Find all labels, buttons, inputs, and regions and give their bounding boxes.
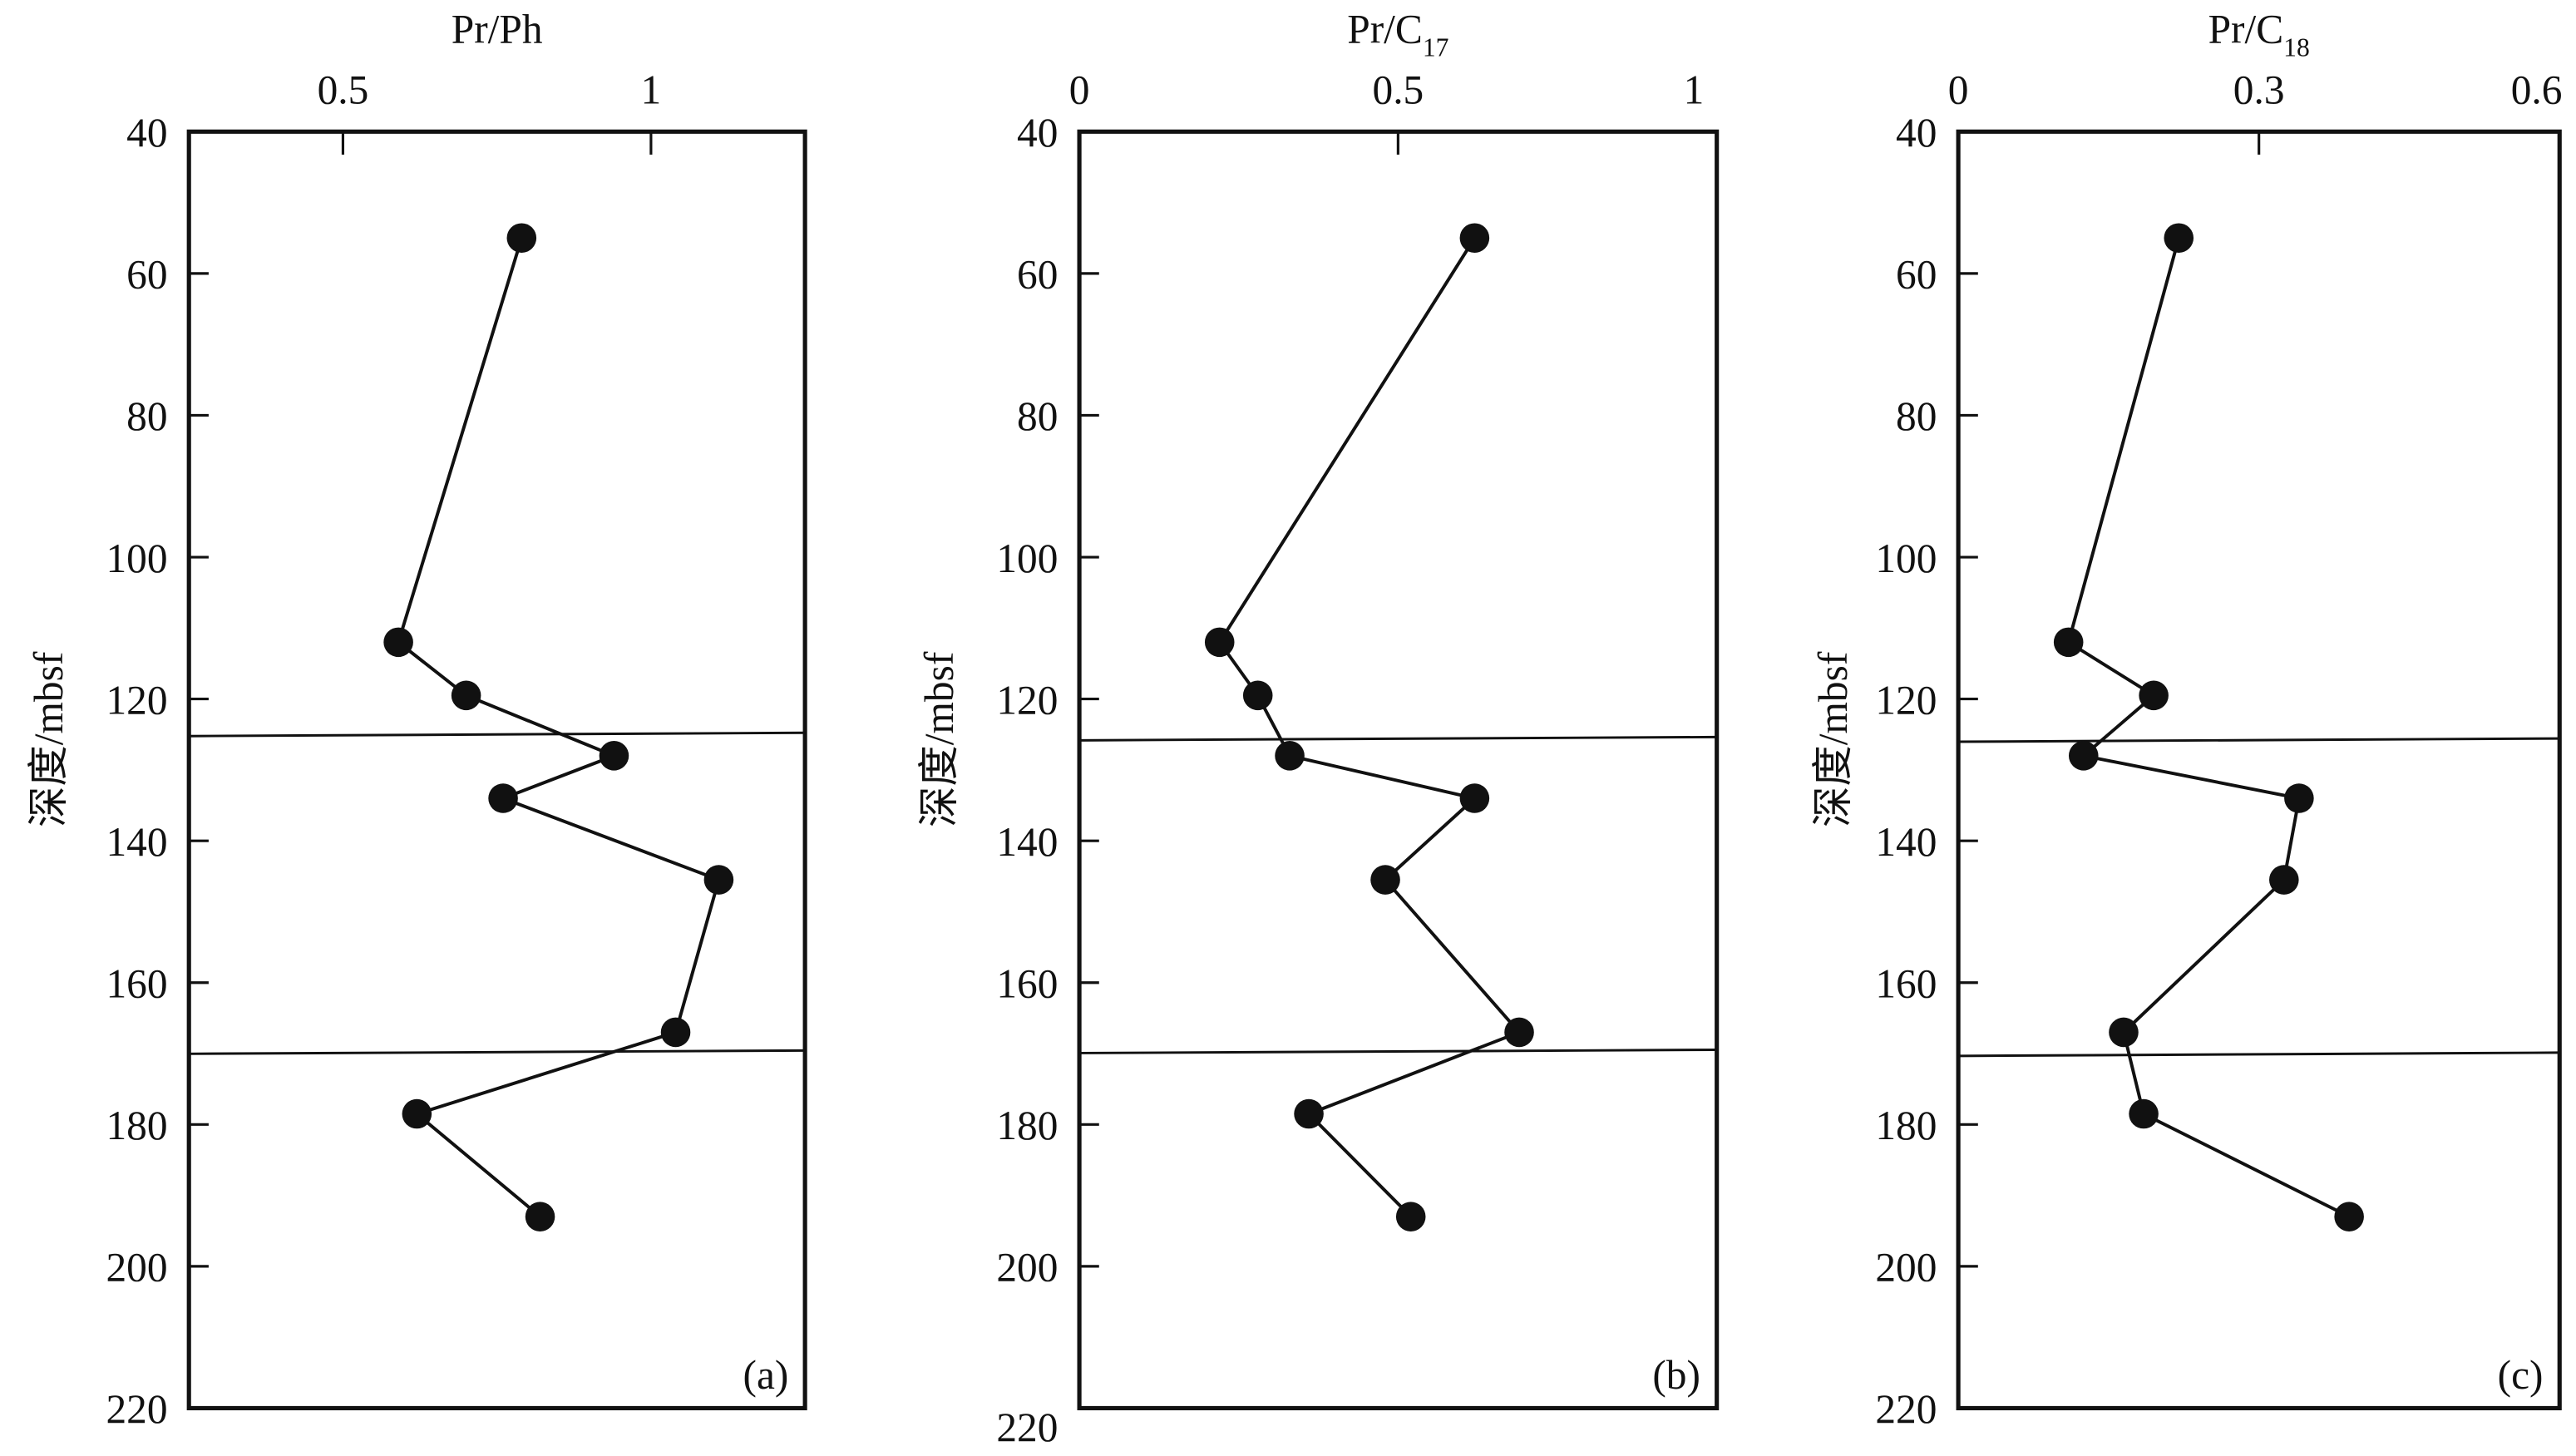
y-tick-label: 120 xyxy=(1875,677,1937,723)
x-tick-label: 1 xyxy=(641,67,662,113)
boundary-line xyxy=(189,731,806,738)
y-tick-label: 200 xyxy=(106,1245,167,1291)
x-tick-label: 0.3 xyxy=(2233,67,2285,113)
y-tick-label: 160 xyxy=(1875,961,1937,1007)
x-axis-title-main: Pr/C xyxy=(2208,7,2284,52)
data-point xyxy=(703,865,734,895)
data-point xyxy=(1459,223,1490,254)
y-tick-label: 140 xyxy=(106,819,167,865)
y-tick-label: 80 xyxy=(1896,393,1937,439)
panel-label: (a) xyxy=(743,1352,789,1398)
y-tick-label: 200 xyxy=(1875,1245,1937,1291)
y-tick-label: 200 xyxy=(996,1245,1058,1291)
data-point xyxy=(2129,1098,2159,1129)
y-tick-label: 100 xyxy=(1875,536,1937,581)
series-line xyxy=(1217,237,1522,1218)
y-tick-label: 180 xyxy=(106,1103,167,1148)
y-tick-label: 140 xyxy=(1875,819,1937,865)
boundary-line xyxy=(1079,1049,1717,1054)
y-tick-label: 140 xyxy=(996,819,1058,865)
data-point xyxy=(2068,741,2099,771)
data-point xyxy=(2164,223,2194,254)
data-point xyxy=(2284,783,2314,813)
x-axis-title: Pr/C17 xyxy=(1347,7,1448,62)
data-point xyxy=(451,680,481,711)
y-tick-label: 40 xyxy=(126,110,167,155)
panel-label: (c) xyxy=(2498,1352,2544,1398)
boundary-line xyxy=(1958,737,2560,743)
data-point xyxy=(1275,741,1305,771)
x-tick-label: 1 xyxy=(1684,67,1705,113)
y-tick-label: 60 xyxy=(126,252,167,298)
plot-frame xyxy=(186,129,807,1411)
y-tick-label: 220 xyxy=(996,1404,1058,1450)
y-tick-label: 100 xyxy=(996,536,1058,581)
x-axis-title-main: Pr/Ph xyxy=(452,7,543,52)
y-tick-label: 40 xyxy=(1017,110,1058,155)
data-point xyxy=(488,783,518,813)
data-point xyxy=(2109,1017,2139,1048)
x-axis-title-main: Pr/C xyxy=(1347,7,1423,52)
data-point xyxy=(2139,680,2169,711)
data-point xyxy=(2053,627,2084,658)
data-point xyxy=(660,1017,691,1048)
y-tick-label: 60 xyxy=(1017,252,1058,298)
data-point xyxy=(506,223,537,254)
x-axis-title-subscript: 18 xyxy=(2283,32,2310,62)
data-point xyxy=(1294,1098,1324,1129)
data-point xyxy=(599,741,629,771)
series-line xyxy=(2066,237,2351,1218)
y-axis-title: 深度/mbsf xyxy=(916,651,962,827)
boundary-line xyxy=(189,1049,806,1055)
boundary-line xyxy=(1958,1051,2560,1058)
data-point xyxy=(1204,627,1235,658)
x-axis-title: Pr/Ph xyxy=(452,7,543,52)
x-tick-label: 0 xyxy=(1948,67,1969,113)
y-tick-label: 160 xyxy=(996,961,1058,1007)
data-point xyxy=(1395,1202,1426,1231)
plot-frame xyxy=(1956,129,2562,1411)
data-point xyxy=(2334,1202,2364,1231)
x-tick-label: 0.5 xyxy=(1373,67,1424,113)
boundary-line xyxy=(1079,735,1717,742)
y-tick-label: 80 xyxy=(1017,393,1058,439)
y-axis-title: 深度/mbsf xyxy=(26,651,72,827)
x-tick-label: 0.6 xyxy=(2511,67,2563,113)
data-point xyxy=(525,1202,555,1231)
y-tick-label: 120 xyxy=(106,677,167,723)
data-point xyxy=(2269,865,2299,895)
series-line xyxy=(396,237,721,1218)
data-point xyxy=(402,1098,432,1129)
y-tick-label: 220 xyxy=(106,1386,167,1432)
x-axis-title: Pr/C18 xyxy=(2208,7,2310,62)
panel-a: Pr/Ph0.5 1406080100120140160180200220深度/m… xyxy=(26,7,807,1432)
data-point xyxy=(383,627,413,658)
y-tick-label: 180 xyxy=(996,1103,1058,1148)
y-tick-label: 220 xyxy=(1875,1386,1937,1432)
x-tick-label: 0 xyxy=(1069,67,1090,113)
data-point xyxy=(1370,865,1400,895)
data-point xyxy=(1242,680,1273,711)
y-axis-title: 深度/mbsf xyxy=(1810,651,1856,827)
data-point xyxy=(1459,783,1490,813)
y-tick-label: 180 xyxy=(1875,1103,1937,1148)
y-tick-label: 80 xyxy=(126,393,167,439)
y-tick-label: 100 xyxy=(106,536,167,581)
panel-label: (b) xyxy=(1652,1352,1700,1398)
x-axis-title-subscript: 17 xyxy=(1423,32,1449,62)
data-point xyxy=(1504,1017,1534,1048)
y-tick-label: 40 xyxy=(1896,110,1937,155)
y-tick-label: 60 xyxy=(1896,252,1937,298)
y-tick-label: 120 xyxy=(996,677,1058,723)
x-tick-label: 0.5 xyxy=(318,67,369,113)
y-tick-label: 160 xyxy=(106,961,167,1007)
